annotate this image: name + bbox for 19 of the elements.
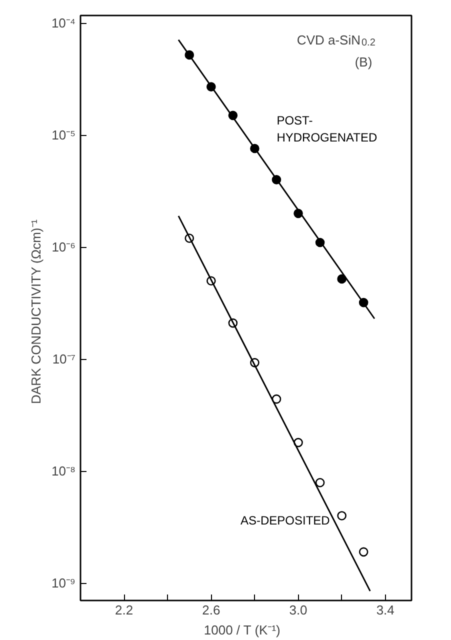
point — [272, 394, 282, 404]
y-tick-label: 10⁻⁴ — [51, 16, 76, 31]
x-tick-label: 3.0 — [289, 602, 308, 618]
x-tick-label: 3.4 — [376, 602, 394, 618]
y-tick-label: 10⁻⁷ — [52, 352, 76, 367]
point — [358, 547, 368, 557]
x-tick-label: 2.6 — [202, 602, 220, 618]
y-axis-title: DARK CONDUCTIVITY (Ωcm)⁻¹ — [28, 218, 44, 404]
y-tick-label: 10⁻⁹ — [51, 576, 76, 591]
point — [315, 478, 325, 488]
y-tick-label: 10⁻⁶ — [52, 240, 76, 255]
series-label: POST- HYDROGENATED — [276, 114, 378, 144]
x-axis-title: 1000 / T (K⁻¹) — [204, 622, 280, 638]
y-tick-label: 10⁻⁵ — [52, 128, 76, 143]
x-tick-label: 2.2 — [115, 602, 134, 618]
series-label: AS-DEPOSITED — [240, 514, 330, 528]
y-tick-label: 10⁻⁸ — [52, 464, 76, 479]
point — [337, 511, 346, 520]
annotation: (B) — [354, 54, 372, 70]
